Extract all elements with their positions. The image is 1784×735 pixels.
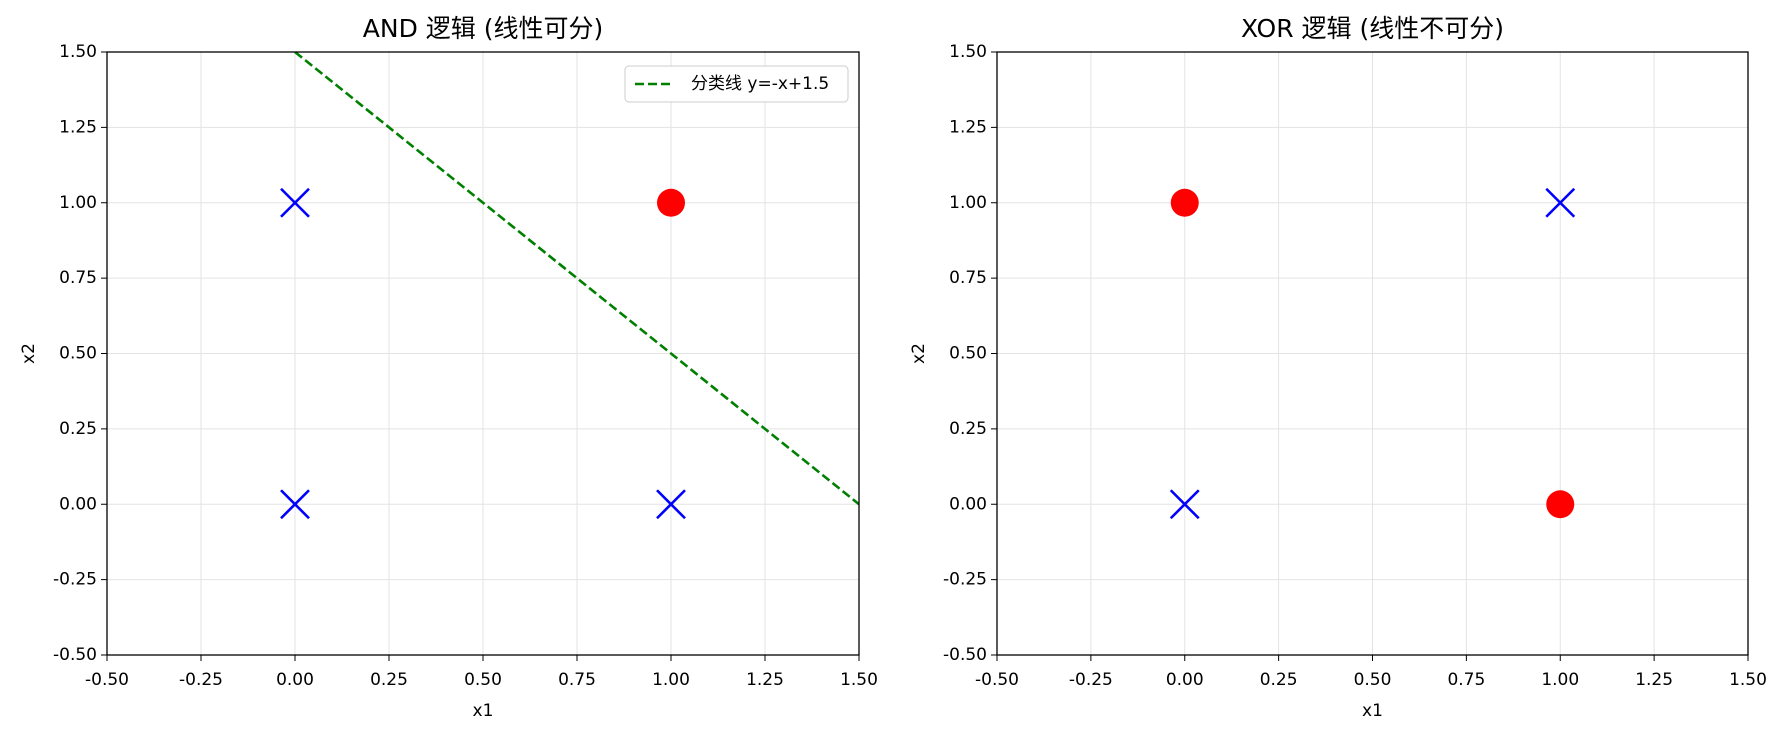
y-tick-label: 1.00	[949, 193, 987, 213]
x-tick-label: 0.25	[1260, 670, 1298, 690]
point	[1170, 188, 1199, 217]
y-tick-label: 1.50	[949, 42, 987, 62]
x-tick-label: 1.50	[840, 670, 878, 690]
y-tick-label: 1.25	[949, 117, 987, 137]
y-tick-label: 1.50	[59, 42, 97, 62]
x-tick-label: 1.25	[746, 670, 784, 690]
x-tick-label: 1.25	[1635, 670, 1673, 690]
y-tick-label: 1.25	[59, 117, 97, 137]
x-tick-label: 0.00	[276, 670, 314, 690]
subplot: XOR 逻辑 (线性不可分) x1 x2 -0.50 -0.25 0.00 0.25 0.50…	[909, 14, 1767, 721]
x-tick-label: 0.50	[1354, 670, 1392, 690]
point	[656, 489, 686, 520]
x-tick-label: 1.00	[652, 670, 690, 690]
x-tick-label: 1.00	[1541, 670, 1579, 690]
y-tick-label: 0.50	[949, 344, 987, 364]
line	[294, 52, 859, 506]
y-tick-label: -0.25	[53, 570, 97, 590]
legend-box	[624, 65, 849, 103]
x-tick-label: 0.00	[1166, 670, 1204, 690]
x-tick-label: -0.50	[85, 670, 129, 690]
x-tick-label: 0.50	[464, 670, 502, 690]
y-tick-label: -0.50	[943, 645, 987, 665]
y-tick-label: -0.25	[943, 570, 987, 590]
x-tick-label: 1.50	[1729, 670, 1767, 690]
subplot: AND 逻辑 (线性可分) x1 x2 -0.50 -0.25 0.00 0.25 0.50 0…	[19, 14, 878, 721]
point	[1545, 187, 1576, 218]
x-tick-label: 0.25	[370, 670, 408, 690]
x-tick-label: 0.75	[1447, 670, 1485, 690]
y-tick-label: 0.75	[59, 268, 97, 288]
x-tick-label: -0.50	[975, 670, 1019, 690]
point	[280, 187, 310, 218]
y-tick-label: 0.25	[949, 419, 987, 439]
y-tick-label: 0.00	[59, 494, 97, 514]
y-tick-label: 0.75	[949, 268, 987, 288]
x-tick-label: 0.75	[558, 670, 596, 690]
y-tick-label: 0.25	[59, 419, 97, 439]
x-axis-label: x1	[1362, 701, 1383, 721]
legend: 分类线 y=-x+1.5	[624, 65, 849, 103]
point	[280, 489, 310, 520]
x-tick-label: -0.25	[179, 670, 223, 690]
point	[1546, 490, 1575, 519]
chart-title: XOR 逻辑 (线性不可分)	[1241, 14, 1504, 43]
chart-title: AND 逻辑 (线性可分)	[363, 14, 603, 43]
axes-frame	[996, 51, 1749, 656]
x-tick-label: -0.25	[1069, 670, 1113, 690]
y-tick-label: 0.00	[949, 494, 987, 514]
legend-label: 分类线 y=-x+1.5	[691, 74, 829, 94]
y-axis-label: x2	[19, 343, 39, 364]
x-axis-label: x1	[473, 701, 494, 721]
y-tick-label: 1.00	[59, 193, 97, 213]
point	[657, 188, 685, 217]
axes-frame	[106, 51, 860, 656]
y-tick-label: -0.50	[53, 645, 97, 665]
y-axis-label: x2	[909, 343, 929, 364]
point	[1169, 489, 1200, 520]
y-tick-label: 0.50	[59, 344, 97, 364]
